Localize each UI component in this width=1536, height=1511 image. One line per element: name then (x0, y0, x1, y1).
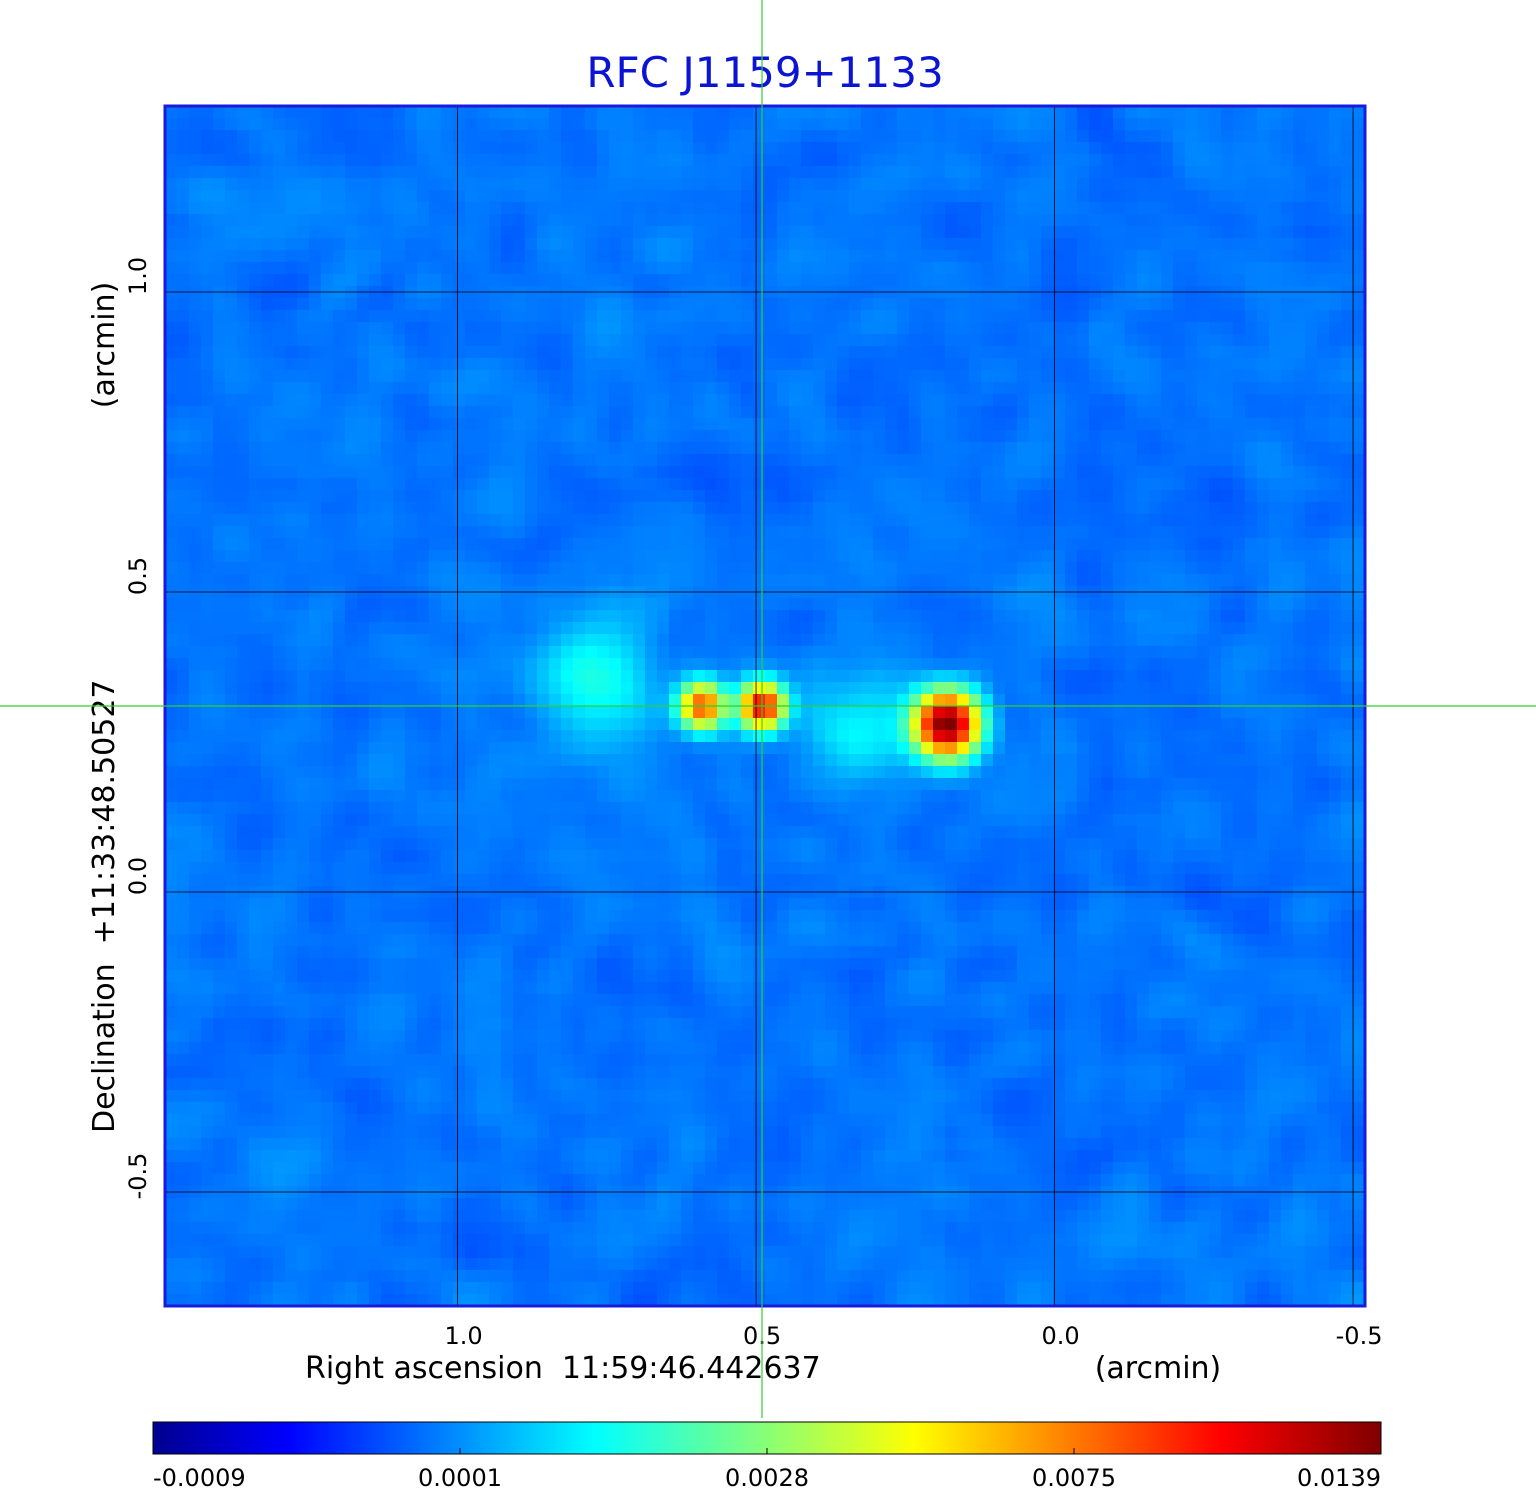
x-axis-unit: (arcmin) (1095, 1351, 1222, 1386)
y-tick-labels: 1.0 0.5 0.0 -0.5 (124, 257, 152, 1200)
colorbar-tick-labels: -0.0009 0.0001 0.0028 0.0075 0.0139 (152, 1448, 1382, 1492)
colorbar-tick-label: 0.0001 (418, 1464, 502, 1492)
chart-title: RFC J1159+1133 (586, 48, 943, 97)
colorbar-tick-label: 0.0139 (1297, 1464, 1381, 1492)
y-tick-label: 0.0 (124, 857, 152, 895)
y-axis-unit: (arcmin) (87, 282, 122, 409)
x-tick-labels: 1.0 0.5 0.0 -0.5 (444, 1322, 1382, 1350)
x-tick-label: 1.0 (444, 1322, 482, 1350)
x-tick-label: 0.0 (1041, 1322, 1079, 1350)
x-tick-label: -0.5 (1336, 1322, 1383, 1350)
y-axis-label: Declination +11:33:48.50527 (87, 679, 122, 1133)
y-tick-label: -0.5 (124, 1153, 152, 1200)
colorbar-tick-label: -0.0009 (153, 1464, 246, 1492)
crosshair (0, 0, 1536, 1418)
y-tick-label: 0.5 (124, 557, 152, 595)
colorbar-tick-label: 0.0075 (1032, 1464, 1116, 1492)
colorbar: -0.0009 0.0001 0.0028 0.0075 0.0139 (152, 1421, 1382, 1492)
y-tick-label: 1.0 (124, 257, 152, 295)
x-axis-label: Right ascension 11:59:46.442637 (305, 1351, 821, 1386)
colorbar-tick-label: 0.0028 (725, 1464, 809, 1492)
